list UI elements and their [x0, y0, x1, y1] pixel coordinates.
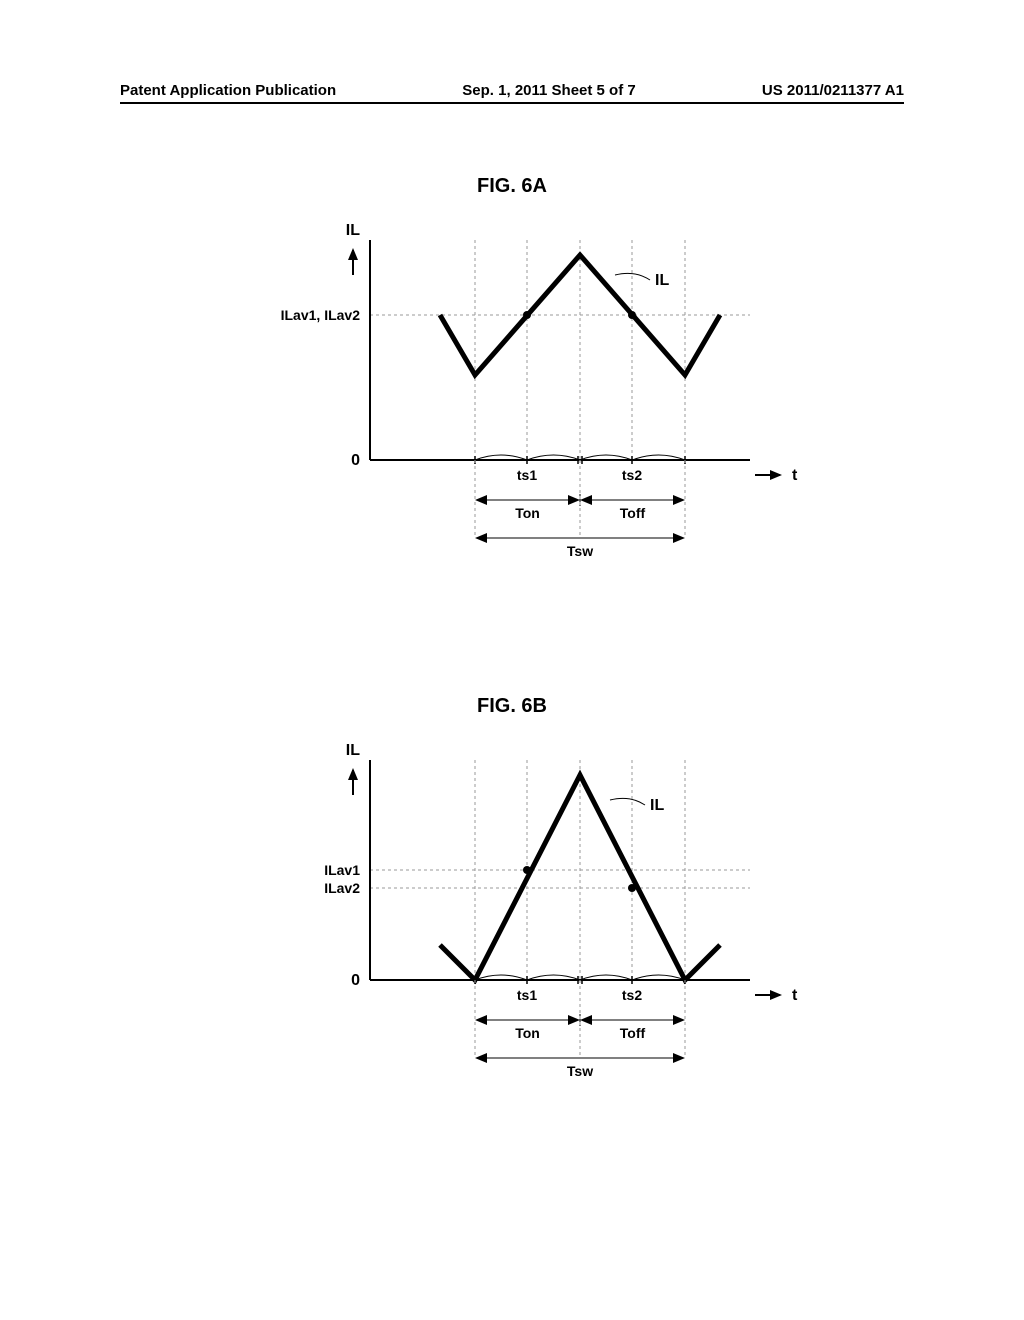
- svg-text:ts2: ts2: [622, 987, 642, 1003]
- svg-text:ts1: ts1: [517, 467, 537, 483]
- svg-text:0: 0: [351, 972, 360, 989]
- fig-6a-title: FIG. 6A: [0, 175, 1024, 198]
- svg-text:t: t: [792, 467, 798, 484]
- svg-text:t: t: [792, 987, 798, 1004]
- fig-6a-svg: IL t IL ILav1, ILav2 0 ts1 ts2 Ton Toff Tsw: [280, 200, 800, 570]
- svg-text:Tsw: Tsw: [567, 1063, 593, 1079]
- svg-text:Ton: Ton: [515, 1025, 540, 1041]
- svg-text:ILav1, ILav2: ILav1, ILav2: [281, 307, 361, 323]
- fig-6b-svg: IL t IL ILav1 ILav2 0 ts1 ts2 Ton Toff Tsw: [280, 720, 800, 1090]
- header-left: Patent Application Publication: [120, 82, 336, 99]
- page-header: Patent Application Publication Sep. 1, 2…: [0, 82, 1024, 99]
- svg-text:IL: IL: [346, 222, 360, 239]
- svg-text:Tsw: Tsw: [567, 543, 593, 559]
- svg-text:ts2: ts2: [622, 467, 642, 483]
- svg-text:Ton: Ton: [515, 505, 540, 521]
- fig-6b-title: FIG. 6B: [0, 695, 1024, 718]
- svg-text:ILav1: ILav1: [324, 862, 360, 878]
- header-right: US 2011/0211377 A1: [762, 82, 904, 99]
- svg-text:IL: IL: [655, 272, 669, 289]
- fig-6b-chart: IL t IL ILav1 ILav2 0 ts1 ts2 Ton Toff Tsw: [280, 720, 800, 1095]
- svg-text:Toff: Toff: [620, 505, 646, 521]
- fig-6a-chart: IL t IL ILav1, ILav2 0 ts1 ts2 Ton Toff Tsw: [280, 200, 800, 575]
- svg-text:0: 0: [351, 452, 360, 469]
- svg-text:IL: IL: [650, 797, 664, 814]
- svg-text:ILav2: ILav2: [324, 880, 360, 896]
- header-center: Sep. 1, 2011 Sheet 5 of 7: [462, 82, 635, 99]
- svg-text:Toff: Toff: [620, 1025, 646, 1041]
- header-rule: [120, 102, 904, 104]
- svg-text:ts1: ts1: [517, 987, 537, 1003]
- svg-text:IL: IL: [346, 742, 360, 759]
